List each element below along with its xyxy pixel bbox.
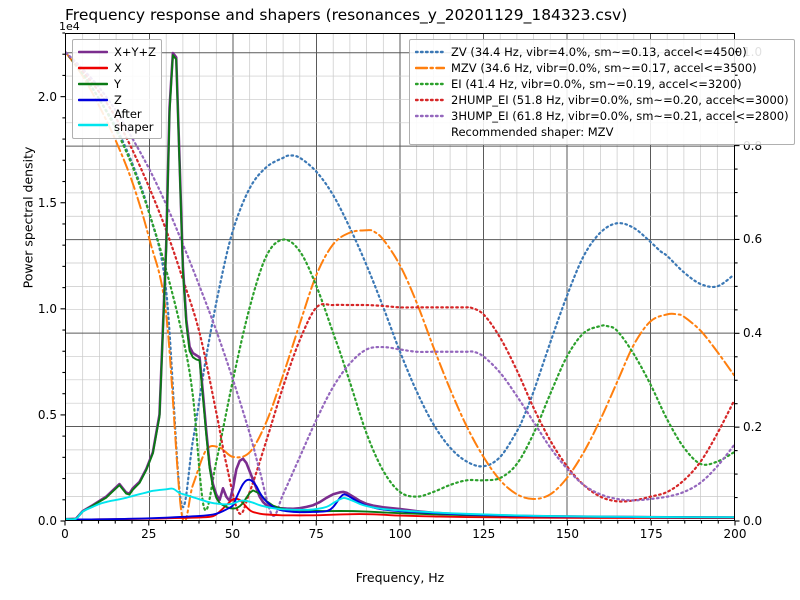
y-tick-left: 1.5 (37, 195, 57, 210)
legend-swatch-icon (77, 118, 109, 132)
legend-swatch-icon (77, 77, 109, 91)
y-tick-right: 0.4 (743, 326, 763, 341)
legend-label: MZV (34.6 Hz, vibr=0.0%, sm~=0.17, accel… (451, 61, 757, 75)
recommended-shaper-note: Recommended shaper: MZV (451, 125, 614, 139)
chart-title: Frequency response and shapers (resonanc… (65, 6, 628, 24)
legend-line-sample (77, 66, 109, 70)
legend-item-ei: EI (41.4 Hz, vibr=0.0%, sm~=0.19, accel<… (414, 76, 789, 92)
x-tick: 0 (61, 527, 69, 541)
legend-item-aftershaper: After shaper (77, 107, 156, 134)
legend-item-x+y+z: X+Y+Z (77, 44, 157, 60)
legend-item-mzv: MZV (34.6 Hz, vibr=0.0%, sm~=0.17, accel… (414, 60, 789, 76)
legend-signals: X+Y+Z X Y Z After shaper (72, 39, 163, 139)
legend-label: EI (41.4 Hz, vibr=0.0%, sm~=0.19, accel<… (451, 77, 742, 91)
legend-line-sample (77, 123, 109, 127)
y-tick-left: 0.0 (37, 514, 57, 528)
legend-line-sample (77, 98, 109, 102)
y-axis-offset-text: 1e4 (59, 20, 80, 33)
shaper-curve-mzv (66, 51, 734, 520)
x-tick: 175 (639, 527, 663, 541)
y-tick-right: 0.2 (743, 420, 763, 435)
legend-swatch-icon (414, 61, 446, 75)
legend-item-x: X (77, 60, 156, 76)
legend-item-zv: ZV (34.4 Hz, vibr=4.0%, sm~=0.13, accel<… (414, 44, 789, 60)
legend-swatch-icon (77, 45, 109, 59)
y-tick-left: 0.5 (37, 407, 57, 422)
x-tick: 100 (388, 527, 412, 541)
legend-item-2hump_ei: 2HUMP_EI (51.8 Hz, vibr=0.0%, sm~=0.20, … (414, 92, 789, 108)
x-tick: 200 (723, 527, 747, 541)
legend-swatch-icon (414, 93, 446, 107)
x-axis-label: Frequency, Hz (355, 570, 445, 585)
legend-label: Z (114, 93, 122, 107)
shaper-curve-ei (66, 51, 734, 512)
shaper-curve-zv (66, 51, 734, 509)
legend-label: X (114, 61, 122, 75)
legend-line-sample (414, 98, 446, 102)
legend-line-sample (414, 66, 446, 70)
legend-item-3hump_ei: 3HUMP_EI (61.8 Hz, vibr=0.0%, sm~=0.21, … (414, 108, 789, 124)
legend-item-z: Z (77, 92, 156, 108)
legend-label: ZV (34.4 Hz, vibr=4.0%, sm~=0.13, accel<… (451, 45, 747, 59)
legend-swatch-icon (77, 93, 109, 107)
legend-line-sample (77, 82, 109, 86)
plot-area (65, 33, 735, 521)
legend-swatch-icon (414, 77, 446, 91)
legend-label: X+Y+Z (114, 45, 157, 59)
legend-item-y: Y (77, 76, 156, 92)
y-tick-right: 0.0 (743, 514, 763, 528)
x-tick: 50 (224, 527, 241, 541)
y-tick-right: 0.6 (743, 232, 763, 247)
x-tick: 150 (556, 527, 579, 541)
y-tick-left: 2.0 (37, 89, 57, 104)
legend-line-sample (77, 50, 109, 54)
x-tick: 125 (472, 527, 496, 541)
legend-line-sample (414, 114, 446, 118)
legend-label: 2HUMP_EI (51.8 Hz, vibr=0.0%, sm~=0.20, … (451, 93, 789, 107)
legend-label: 3HUMP_EI (61.8 Hz, vibr=0.0%, sm~=0.21, … (451, 109, 789, 123)
legend-shapers: ZV (34.4 Hz, vibr=4.0%, sm~=0.13, accel<… (409, 39, 795, 145)
x-tick: 25 (141, 527, 157, 541)
shaper-curve-2hump_ei (66, 51, 734, 516)
legend-swatch-icon (414, 109, 446, 123)
data-curves (66, 51, 734, 520)
y-tick-left: 1.0 (37, 301, 57, 316)
legend-swatch-icon (77, 61, 109, 75)
legend-line-sample (414, 82, 446, 86)
legend-line-sample (414, 50, 446, 54)
y-axis-label-left: Power spectral density (20, 146, 36, 289)
psd-curve-y (66, 54, 734, 520)
psd-curve-aftershaper (66, 487, 734, 520)
x-tick: 75 (308, 527, 324, 541)
legend-swatch-icon (414, 45, 446, 59)
legend-label: Y (114, 77, 122, 91)
legend-label: After shaper (114, 107, 154, 134)
